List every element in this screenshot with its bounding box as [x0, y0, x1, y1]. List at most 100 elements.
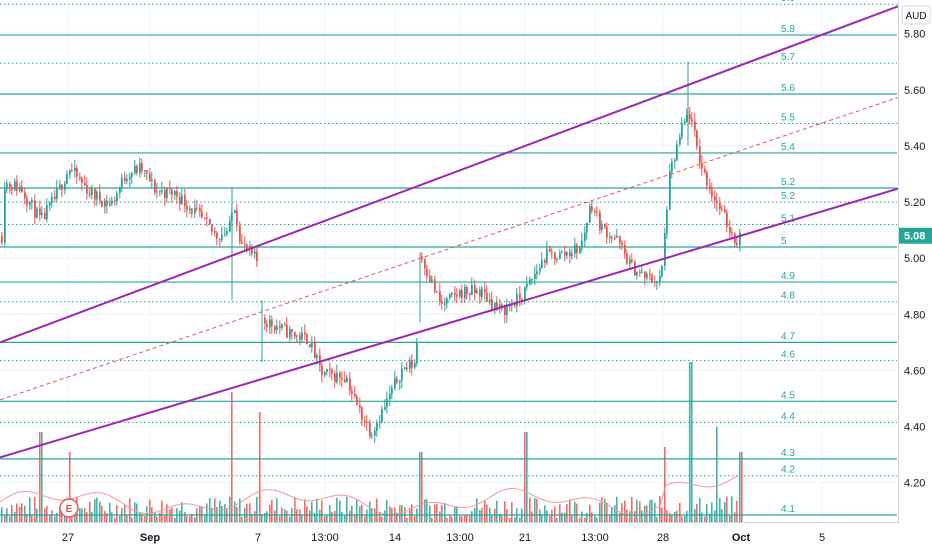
grid — [0, 0, 897, 522]
candle — [79, 172, 81, 181]
candle — [266, 319, 268, 333]
volume-bar — [306, 506, 308, 522]
volume-bar — [651, 499, 653, 522]
volume-bar — [319, 509, 321, 522]
candle-body — [569, 252, 571, 257]
level-label: 4.2 — [781, 465, 795, 476]
candle-body — [456, 294, 458, 297]
candle-body — [659, 276, 661, 282]
candle — [139, 157, 141, 178]
candle — [136, 164, 138, 176]
candle-body — [344, 379, 346, 382]
candle-body — [34, 200, 36, 218]
volume-bar — [739, 452, 741, 522]
candle-body — [219, 238, 221, 240]
candle — [374, 426, 376, 443]
volume-bar — [94, 499, 96, 522]
volume-bar — [349, 510, 351, 522]
candle-body — [541, 260, 543, 269]
y-tick-label: 5.00 — [904, 253, 925, 265]
candle — [209, 218, 211, 225]
candle-body — [669, 171, 671, 210]
candle-body — [124, 177, 126, 182]
candle-body — [169, 187, 171, 190]
candle-body — [624, 245, 626, 254]
volume-bar — [491, 515, 493, 522]
volume-bar — [289, 516, 291, 522]
candle-body — [46, 205, 48, 220]
y-tick-label: 4.40 — [904, 422, 925, 434]
candle-body — [146, 170, 148, 174]
candle-body — [701, 163, 703, 169]
y-tick-label: 4.60 — [904, 365, 925, 377]
candle — [56, 179, 58, 203]
candle — [461, 284, 463, 304]
level-label: 5.5 — [781, 112, 795, 123]
volume-bar — [431, 517, 433, 522]
volume-bar — [546, 510, 548, 522]
volume-bar — [56, 512, 58, 522]
candle-body — [604, 224, 606, 228]
volume-bar — [534, 498, 536, 522]
candle-body — [229, 220, 231, 232]
candle — [154, 178, 156, 196]
candle — [606, 222, 608, 244]
candle-body — [341, 377, 343, 380]
candle — [664, 227, 666, 271]
volume-bar — [469, 515, 471, 522]
candle — [476, 288, 478, 295]
volume-bar — [501, 515, 503, 522]
candle — [339, 370, 341, 386]
candle — [546, 240, 548, 266]
volume-bar — [141, 514, 143, 522]
candle — [564, 245, 566, 262]
volume-bar — [536, 498, 538, 522]
candle — [256, 247, 258, 267]
volume-bar — [671, 514, 673, 522]
candle — [571, 248, 573, 260]
candle-body — [14, 181, 16, 191]
candle — [309, 344, 311, 348]
candle — [424, 257, 426, 276]
volume-bar — [551, 509, 553, 522]
volume-bar — [144, 516, 146, 522]
volume-bar — [184, 512, 186, 522]
candle-body — [236, 210, 238, 226]
candle-body — [246, 244, 248, 250]
candle-body — [121, 177, 123, 188]
candle — [671, 157, 673, 179]
candle-body — [41, 213, 43, 215]
volume-bar — [21, 503, 23, 522]
candle — [351, 385, 353, 401]
candle-body — [119, 187, 121, 194]
candle — [116, 190, 118, 206]
candle — [504, 304, 506, 324]
candles — [1, 61, 741, 443]
candle — [736, 236, 738, 248]
candle — [656, 280, 658, 290]
candle-body — [286, 324, 288, 338]
candle-body — [186, 206, 188, 211]
candle — [164, 186, 166, 206]
candle — [404, 366, 406, 371]
candle-body — [239, 225, 241, 242]
candle — [319, 348, 321, 372]
candle — [214, 226, 216, 237]
volume-bar — [636, 499, 638, 522]
candle-body — [629, 259, 631, 265]
volume-bar — [581, 511, 583, 522]
volume-bar — [279, 516, 281, 522]
volume-bar — [24, 505, 26, 522]
volume-bar — [221, 506, 223, 522]
candle-body — [609, 236, 611, 238]
candle — [376, 419, 378, 437]
level-label: 4.8 — [781, 291, 795, 302]
candle — [389, 385, 391, 407]
candle — [421, 251, 423, 264]
candle-body — [314, 341, 316, 359]
candle — [471, 277, 473, 296]
candle-body — [381, 409, 383, 423]
candle-body — [311, 341, 313, 347]
volume-bar — [609, 515, 611, 522]
candle — [384, 399, 386, 411]
